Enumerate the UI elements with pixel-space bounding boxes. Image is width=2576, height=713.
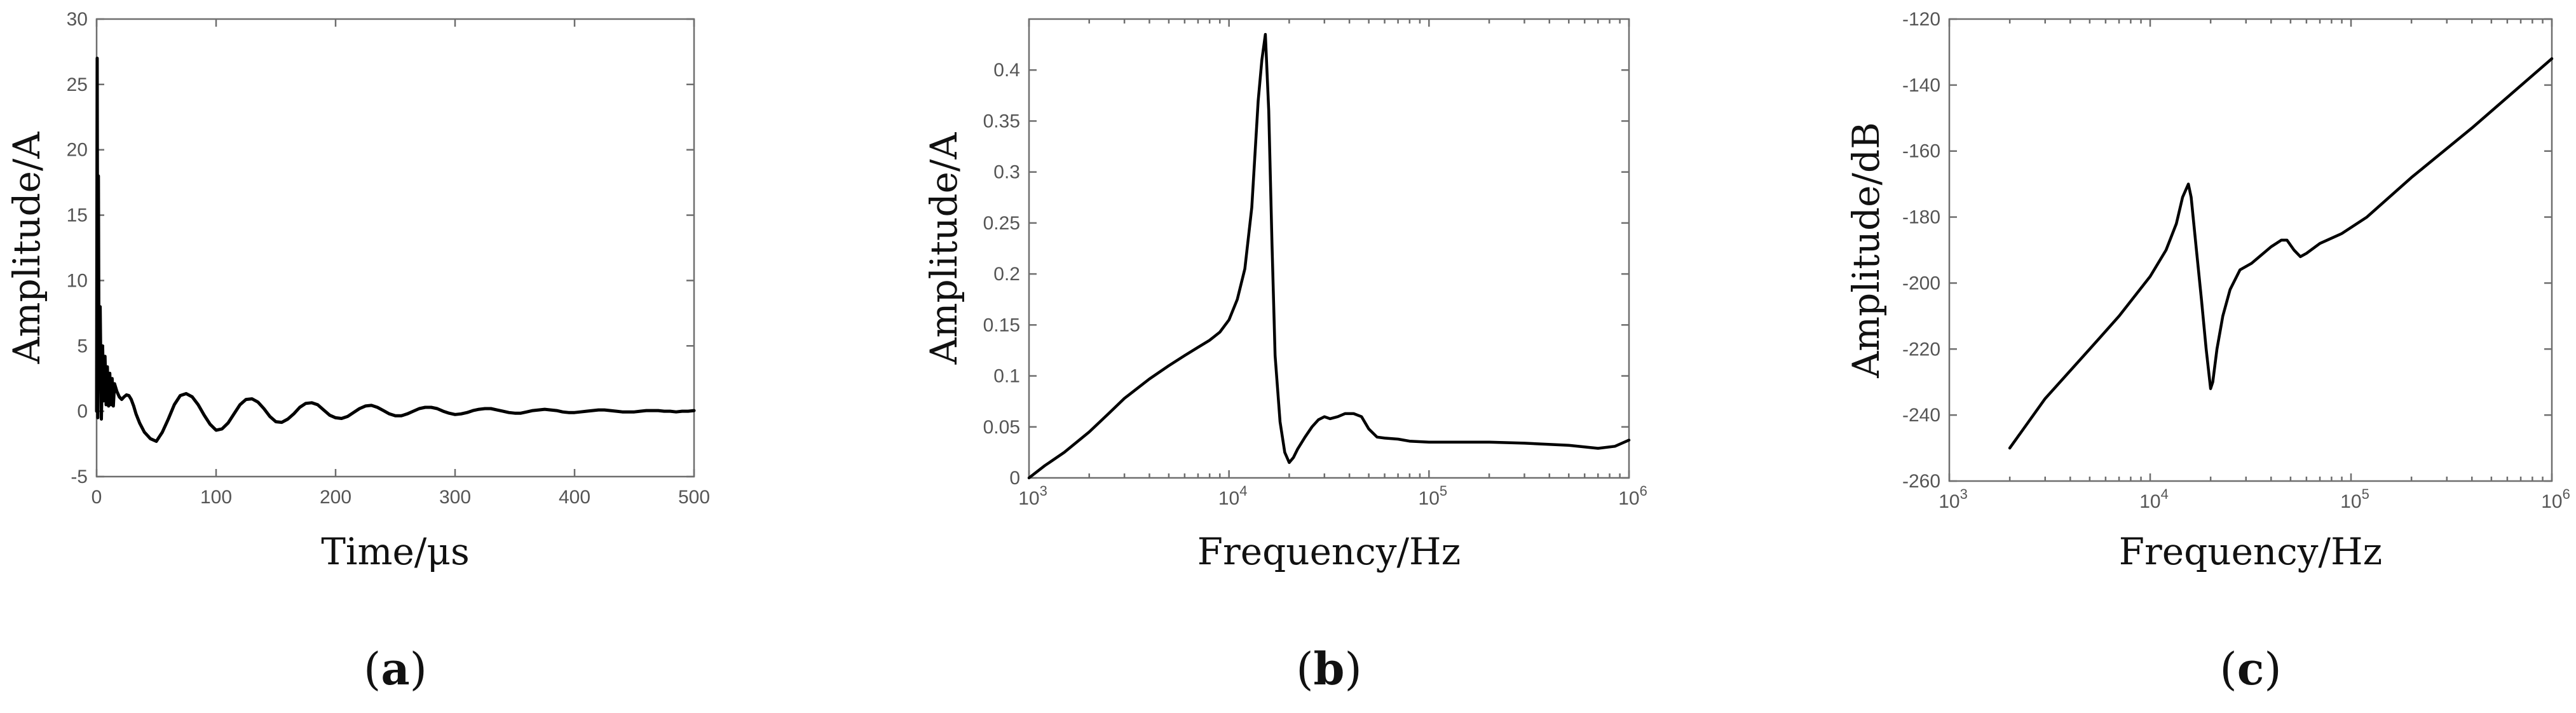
x-tick-label: 200 [320,487,351,508]
x-tick-exponent: 6 [1640,483,1647,499]
panel-label-letter: b [1314,642,1345,695]
y-tick-label: -120 [1902,9,1940,30]
x-tick-label: 103 [1018,483,1047,509]
y-tick-label: 15 [67,205,88,226]
x-tick-label: 106 [2541,486,2570,512]
y-axis-label: Amplitude/A [5,132,48,365]
y-tick-label: 30 [67,9,88,30]
panel-label-open: ( [364,643,381,695]
x-tick-label: 400 [559,487,590,508]
plot-frame [1948,18,2553,482]
y-tick-label: -260 [1902,471,1940,492]
y-tick-label: -5 [71,466,88,487]
x-tick-label: 105 [1419,483,1448,509]
plot-frame [1028,18,1630,479]
x-tick-label: 104 [2139,486,2169,512]
x-tick-exponent: 4 [1239,483,1247,499]
y-tick-label: 5 [77,336,88,356]
x-tick-label: 0 [92,487,102,508]
panel-label-close: ) [410,643,427,695]
panel-label: (a) [364,642,427,695]
panel-label-close: ) [2264,643,2281,695]
x-axis-label: Time/μs [321,530,470,573]
y-tick-label: 0.15 [983,315,1020,336]
x-axis-label: Frequency/Hz [1197,530,1461,573]
y-tick-label: 0 [1009,468,1020,489]
panel-label-close: ) [1344,643,1361,695]
panel-label-letter: a [381,642,409,695]
y-tick-label: 0.4 [993,60,1020,81]
y-tick-label: -240 [1902,405,1940,426]
y-axis-label: Amplitude/A [922,132,965,365]
plot-frame [95,18,695,478]
x-tick-base: 10 [1018,488,1039,509]
x-tick-base: 10 [2541,491,2562,512]
y-tick-label: 0.35 [983,111,1020,132]
x-tick-label: 500 [678,487,710,508]
x-tick-label: 104 [1218,483,1248,509]
y-tick-label: -200 [1902,273,1940,294]
y-axis-label: Amplitude/dB [1844,122,1888,379]
x-tick-label: 105 [2340,486,2369,512]
panel-label: (b) [1296,642,1362,695]
y-tick-label: 0.1 [993,366,1020,387]
x-tick-exponent: 6 [2563,486,2570,502]
chart-panel-b: 103 104 105 10600.050.10.150.20.250.30.350.… [922,18,1647,695]
y-tick-label: -140 [1902,75,1940,96]
x-tick-label: 100 [200,487,232,508]
y-tick-label: -160 [1902,141,1940,162]
x-tick-base: 10 [1939,491,1959,512]
series-line-current [95,57,696,443]
x-axis-label: Frequency/Hz [2119,530,2382,573]
x-tick-base: 10 [2139,491,2160,512]
y-tick-label: 0.2 [993,264,1020,285]
x-tick-base: 10 [1419,488,1440,509]
x-tick-base: 10 [1218,488,1239,509]
panel-label-open: ( [1296,643,1313,695]
chart-panel-a: 0 100 200 300 400 500-5051015202530Time/μsAmp… [5,9,710,695]
x-tick-base: 10 [1618,488,1639,509]
x-tick-exponent: 3 [1960,486,1968,502]
y-tick-label: 10 [67,270,88,291]
x-tick-exponent: 5 [1440,483,1447,499]
x-tick-label: 106 [1618,483,1647,509]
y-tick-label: 0 [77,401,88,422]
y-tick-label: 0.05 [983,417,1020,438]
y-tick-label: 25 [67,74,88,95]
y-tick-label: -180 [1902,207,1940,228]
chart-panel-c: 103 104 105 106-260-240-220-200-180-160-140… [1844,9,2570,695]
y-tick-label: 0.25 [983,213,1020,234]
series-line-spectrum-dB [2008,57,2554,450]
x-tick-exponent: 3 [1040,483,1047,499]
y-tick-label: 0.3 [993,162,1020,183]
y-tick-label: -220 [1902,339,1940,360]
series-line-spectrum [1027,32,1631,480]
x-tick-label: 103 [1939,486,1968,512]
x-tick-base: 10 [2340,491,2361,512]
y-tick-label: 20 [67,140,88,161]
panel-label-letter: c [2237,642,2265,695]
x-tick-label: 300 [439,487,471,508]
x-tick-exponent: 5 [2362,486,2369,502]
panel-label-open: ( [2219,643,2237,695]
x-tick-exponent: 4 [2161,486,2169,502]
panel-label: (c) [2219,642,2281,695]
